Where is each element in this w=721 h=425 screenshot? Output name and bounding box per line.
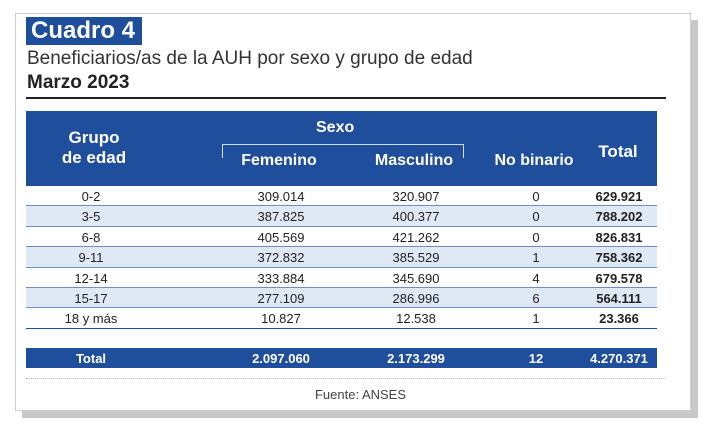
table-header: Grupo de edad Sexo Femenino Masculino No…: [26, 111, 657, 186]
cell-femenino: 405.569: [257, 229, 305, 245]
cell-masculino: 12.538: [396, 311, 436, 327]
cell-masculino: 320.907: [392, 189, 440, 204]
cell-total: 629.921: [595, 189, 643, 204]
cell-total: 758.362: [595, 250, 643, 266]
table-row: 3-5 387.825 400.377 0 788.202: [26, 206, 657, 227]
header-masculino: Masculino: [374, 152, 454, 169]
table-row: 0-2 309.014 320.907 0 629.921: [26, 186, 657, 207]
total-masculino: 2.173.299: [387, 351, 445, 366]
cell-femenino: 277.109: [257, 290, 305, 306]
cell-total: 564.111: [596, 290, 642, 306]
table-body: 0-2 309.014 320.907 0 629.921 3-5 387.82…: [26, 186, 657, 329]
sexo-bracket: [222, 144, 464, 158]
cell-no-binario: 0: [532, 229, 540, 245]
table-date: Marzo 2023: [27, 72, 130, 93]
header-sexo: Sexo: [316, 119, 355, 136]
table-row: 6-8 405.569 421.262 0 826.831: [26, 227, 657, 248]
cell-total: 679.578: [595, 270, 643, 286]
cell-grupo: 9-11: [78, 250, 104, 266]
cell-grupo: 6-8: [81, 229, 101, 245]
total-label: Total: [75, 351, 107, 366]
table-row: 18 y más 10.827 12.538 1 23.366: [26, 308, 657, 329]
cell-no-binario: 6: [532, 290, 540, 306]
cell-masculino: 345.690: [392, 270, 440, 286]
cell-no-binario: 1: [532, 250, 540, 266]
table-total-row: Total 2.097.060 2.173.299 12 4.270.371: [26, 348, 657, 368]
source-note: Fuente: ANSES: [314, 387, 407, 402]
table-subtitle: Beneficiarios/as de la AUH por sexo y gr…: [27, 48, 473, 69]
cell-grupo: 12-14: [74, 270, 108, 286]
cell-grupo: 3-5: [81, 209, 101, 225]
table-badge: Cuadro 4: [26, 17, 143, 45]
cell-total: 788.202: [595, 209, 643, 225]
cell-femenino: 387.825: [257, 209, 305, 225]
source-divider: [26, 378, 666, 379]
cell-total: 23.366: [599, 311, 639, 327]
table-row: 9-11 372.832 385.529 1 758.362: [26, 247, 657, 268]
cell-femenino: 309.014: [257, 189, 305, 204]
header-no-binario: No binario: [494, 152, 574, 169]
header-total: Total: [598, 142, 638, 161]
header-grupo-line2: de edad: [61, 148, 127, 167]
table-row: 15-17 277.109 286.996 6 564.111: [26, 287, 657, 309]
total-femenino: 2.097.060: [252, 351, 310, 366]
cell-femenino: 10.827: [261, 311, 301, 327]
header-grupo: Grupo de edad: [54, 128, 134, 168]
header-grupo-line1: Grupo: [68, 128, 120, 147]
cell-total: 826.831: [595, 229, 643, 245]
cell-no-binario: 0: [532, 189, 540, 204]
cell-grupo: 18 y más: [64, 311, 118, 327]
cell-no-binario: 1: [532, 311, 540, 327]
cell-femenino: 372.832: [257, 250, 305, 266]
cell-masculino: 385.529: [392, 250, 440, 266]
cell-masculino: 400.377: [392, 209, 440, 225]
cell-no-binario: 0: [532, 209, 540, 225]
cell-masculino: 286.996: [392, 290, 440, 306]
cell-masculino: 421.262: [392, 229, 440, 245]
total-no-binario: 12: [528, 351, 544, 366]
cell-femenino: 333.884: [257, 270, 305, 286]
table-row: 12-14 333.884 345.690 4 679.578: [26, 268, 657, 288]
total-total: 4.270.371: [590, 351, 648, 366]
header-femenino: Femenino: [241, 152, 317, 169]
cell-no-binario: 4: [532, 270, 540, 286]
title-divider: [26, 97, 666, 99]
cell-grupo: 0-2: [81, 189, 101, 204]
cell-grupo: 15-17: [74, 290, 108, 306]
